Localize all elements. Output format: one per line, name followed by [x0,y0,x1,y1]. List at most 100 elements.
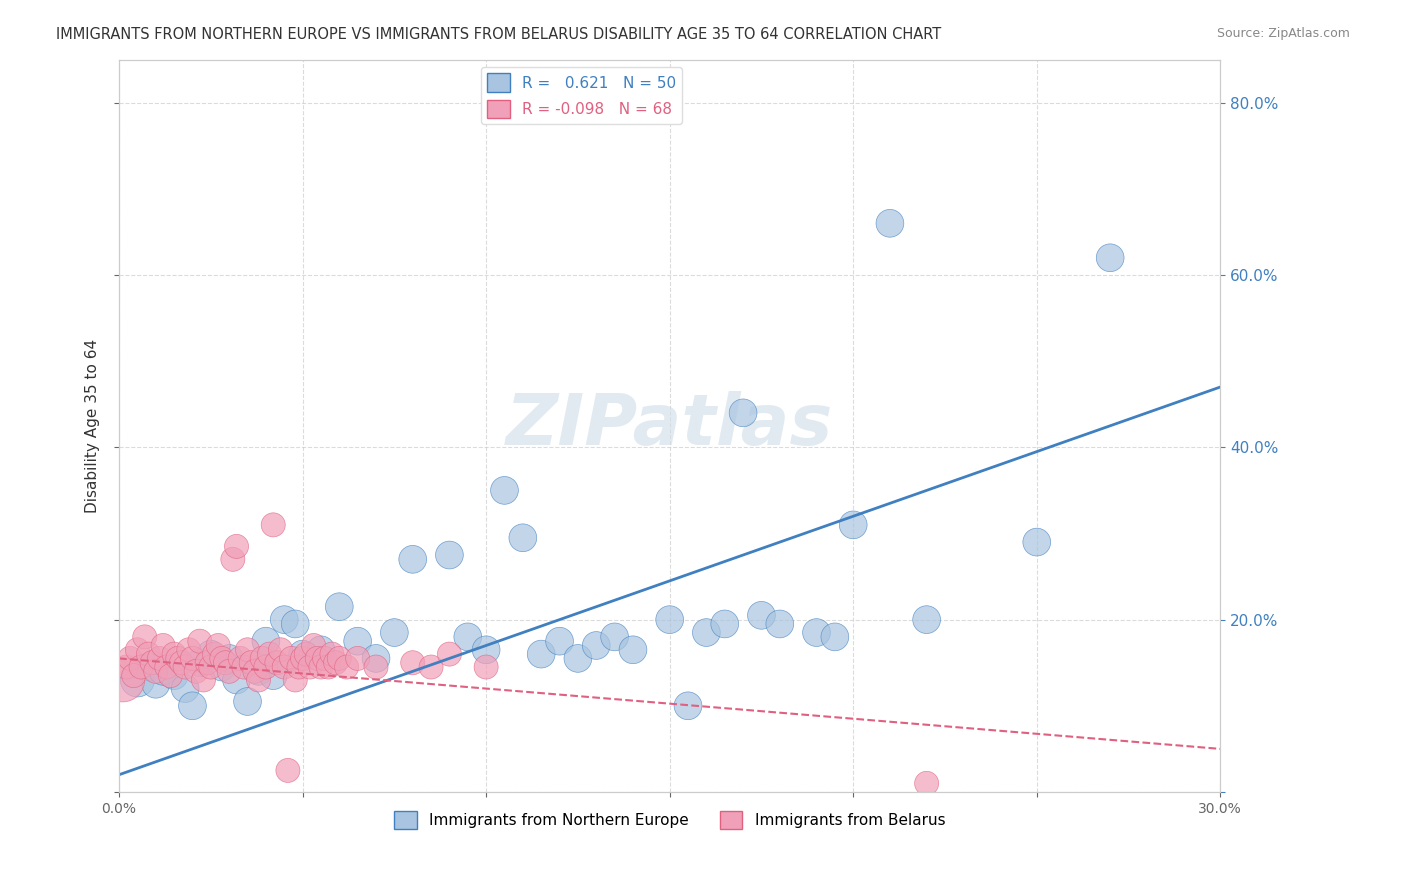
Point [266,656,288,670]
Point [186,665,208,679]
Point [842,517,865,532]
Point [218,651,240,665]
Point [346,651,368,665]
Point [307,651,329,665]
Point [402,552,425,566]
Point [420,660,443,674]
Point [211,651,233,665]
Point [232,660,254,674]
Point [346,634,368,648]
Point [316,660,339,674]
Point [439,548,461,562]
Point [309,660,332,674]
Point [713,616,735,631]
Point [152,665,174,679]
Point [111,673,134,687]
Point [806,625,828,640]
Point [273,660,295,674]
Point [277,764,299,778]
Point [148,651,170,665]
Point [163,668,186,682]
Point [273,613,295,627]
Point [204,647,226,661]
Point [676,698,699,713]
Point [879,216,901,230]
Point [585,639,607,653]
Point [262,668,284,682]
Point [254,660,277,674]
Point [288,660,311,674]
Point [152,639,174,653]
Point [141,656,163,670]
Point [475,660,498,674]
Point [494,483,516,498]
Point [291,647,314,661]
Point [262,517,284,532]
Point [211,660,233,674]
Point [181,651,204,665]
Point [247,673,270,687]
Point [214,656,236,670]
Point [302,639,325,653]
Point [284,673,307,687]
Point [138,647,160,661]
Point [193,673,215,687]
Point [915,776,938,790]
Point [177,642,200,657]
Point [915,613,938,627]
Text: IMMIGRANTS FROM NORTHERN EUROPE VS IMMIGRANTS FROM BELARUS DISABILITY AGE 35 TO : IMMIGRANTS FROM NORTHERN EUROPE VS IMMIG… [56,27,942,42]
Point [134,630,156,644]
Point [138,660,160,674]
Point [824,630,846,644]
Point [382,625,405,640]
Point [145,665,167,679]
Point [733,406,755,420]
Point [127,673,149,687]
Point [336,660,359,674]
Point [314,651,336,665]
Point [364,651,387,665]
Point [567,651,589,665]
Point [270,642,292,657]
Point [225,673,247,687]
Point [457,630,479,644]
Point [163,647,186,661]
Point [475,642,498,657]
Point [240,656,263,670]
Point [284,616,307,631]
Point [181,698,204,713]
Point [188,634,211,648]
Point [1025,535,1047,549]
Point [229,651,252,665]
Point [243,665,266,679]
Point [218,665,240,679]
Point [291,651,314,665]
Point [321,647,343,661]
Point [769,616,792,631]
Point [364,660,387,674]
Point [751,608,773,623]
Point [115,660,138,674]
Point [122,668,145,682]
Text: Source: ZipAtlas.com: Source: ZipAtlas.com [1216,27,1350,40]
Point [295,647,318,661]
Point [250,651,273,665]
Point [247,665,270,679]
Point [222,552,245,566]
Point [174,681,197,696]
Y-axis label: Disability Age 35 to 64: Disability Age 35 to 64 [86,339,100,513]
Point [200,647,222,661]
Point [309,642,332,657]
Point [280,651,302,665]
Point [200,660,222,674]
Point [402,656,425,670]
Point [156,660,179,674]
Point [328,651,350,665]
Point [236,694,259,708]
Text: ZIPatlas: ZIPatlas [506,392,834,460]
Point [439,647,461,661]
Point [207,639,229,653]
Point [325,656,347,670]
Point [328,599,350,614]
Point [298,660,321,674]
